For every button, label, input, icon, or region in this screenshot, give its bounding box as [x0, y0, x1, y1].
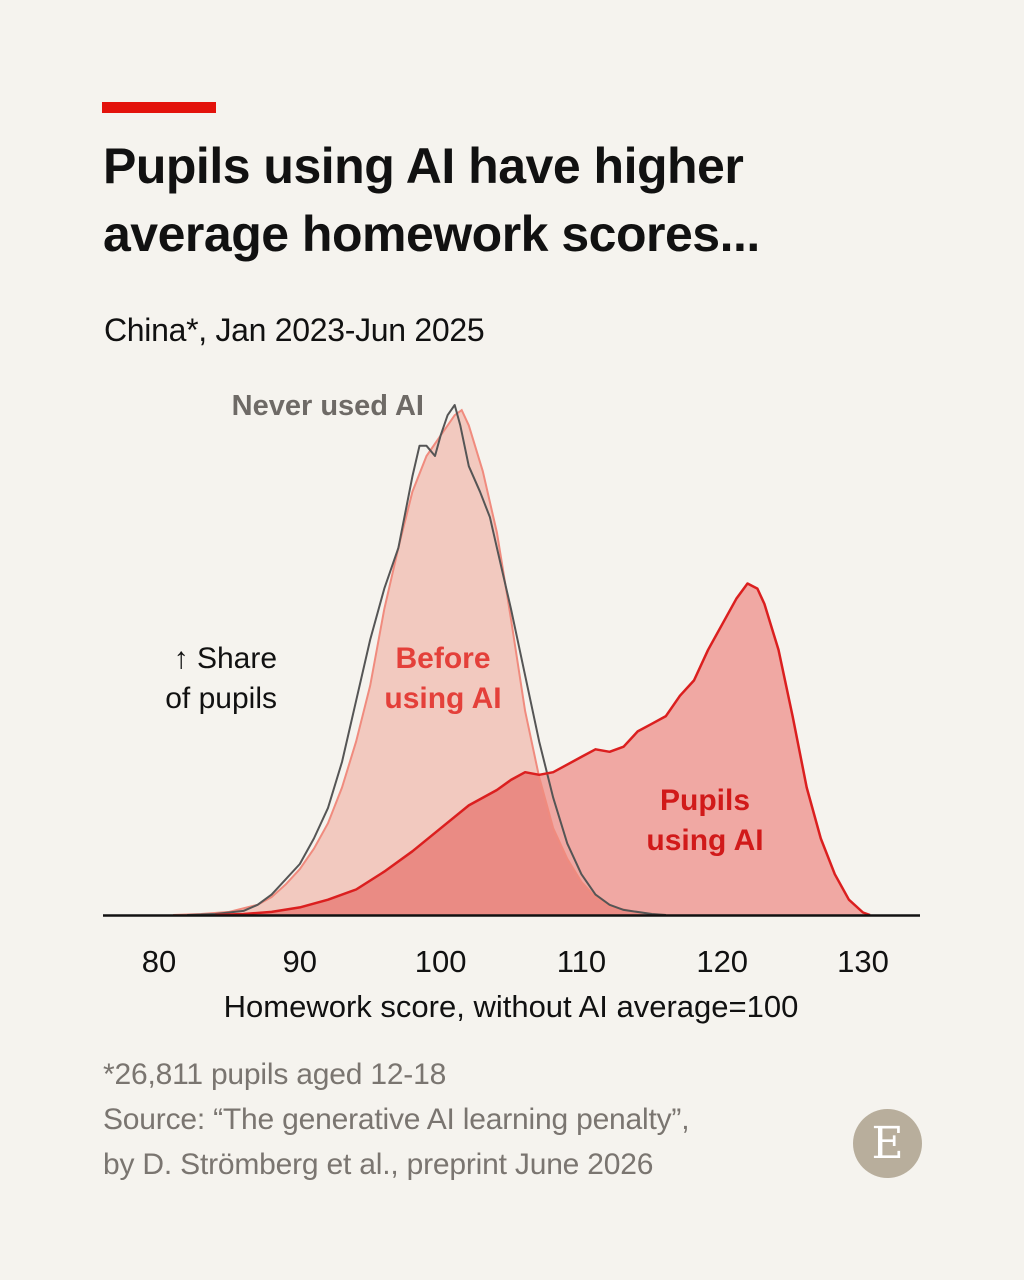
line-before-using-ai [173, 408, 666, 916]
label-before-using-ai-2: using AI [384, 682, 501, 715]
chart-title: Pupils using AI have higher average home… [103, 132, 923, 268]
x-tick-label: 90 [283, 944, 317, 979]
title-line-2: average homework scores... [103, 206, 760, 262]
chart-subtitle: China*, Jan 2023-Jun 2025 [104, 312, 485, 348]
label-before-using-ai-1: Before [395, 642, 490, 675]
x-tick-label: 100 [415, 944, 467, 979]
label-pupils-using-ai-2: using AI [646, 824, 763, 857]
footnote: *26,811 pupils aged 12-18 [103, 1058, 447, 1091]
source-line-1: Source: “The generative AI learning pena… [103, 1103, 690, 1136]
x-tick-label: 130 [837, 944, 889, 979]
economist-logo-icon: E [853, 1109, 922, 1178]
label-pupils-using-ai-1: Pupils [660, 784, 750, 817]
accent-bar [102, 102, 216, 113]
source-line-2: by D. Strömberg et al., preprint June 20… [103, 1148, 654, 1181]
density-chart: 80 90 100 110 120 130 Homework score, without… [103, 390, 920, 1024]
area-pupils-using-ai [215, 583, 871, 915]
x-axis-label: Homework score, without AI average=100 [224, 989, 799, 1024]
chart-areas [173, 404, 871, 917]
y-axis-label-2: of pupils [165, 682, 277, 715]
x-tick-label: 110 [557, 944, 606, 979]
area-before-using-ai [173, 410, 666, 915]
y-axis-label-1: ↑ Share [174, 642, 277, 675]
title-line-1: Pupils using AI have higher [103, 138, 744, 194]
x-axis-ticks: 80 90 100 110 120 130 [142, 944, 889, 979]
x-tick-label: 120 [696, 944, 748, 979]
line-pupils-using-ai [215, 582, 871, 917]
line-never-used-ai [187, 404, 666, 916]
x-tick-label: 80 [142, 944, 176, 979]
label-never-used-ai: Never used AI [232, 390, 424, 422]
